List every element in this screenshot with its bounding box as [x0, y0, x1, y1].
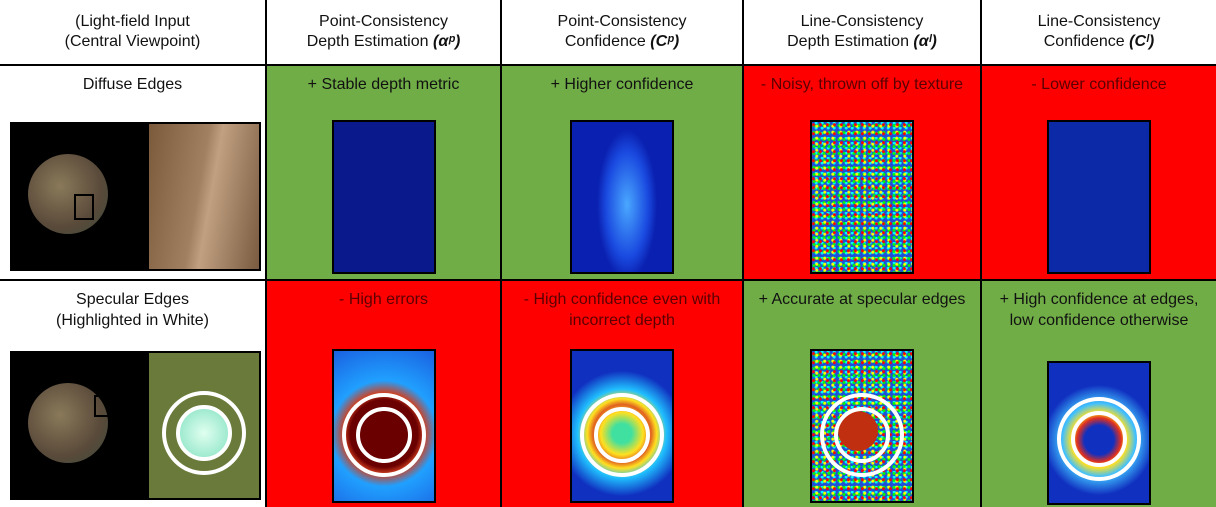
- header-line: Depth Estimation (αᵖ): [267, 32, 500, 52]
- row-label-cell: Specular Edges (Highlighted in White): [0, 281, 267, 507]
- note: - High errors: [339, 291, 428, 308]
- note: + Accurate at specular edges: [758, 291, 966, 308]
- header-text: Depth Estimation: [787, 33, 909, 50]
- crop-box: [74, 194, 94, 220]
- note: + Higher confidence: [550, 76, 694, 93]
- ring: [834, 407, 890, 463]
- label-line: Specular Edges: [76, 291, 189, 308]
- row-label-cell: Diffuse Edges: [0, 66, 267, 281]
- sphere-image: [10, 351, 147, 500]
- label-line: Diffuse Edges: [82, 76, 183, 93]
- ring: [162, 391, 246, 475]
- row-label: Specular Edges (Highlighted in White): [0, 289, 265, 331]
- ring: [1071, 411, 1127, 467]
- header-line: Line-Consistency: [1037, 13, 1161, 30]
- ring: [341, 393, 426, 477]
- result-cell: - Noisy, thrown off by texture: [744, 66, 982, 281]
- header-cell: (Light-field Input (Central Viewpoint): [0, 0, 267, 66]
- confidence-map: [1047, 361, 1151, 505]
- note: + High confidence at edges, low confiden…: [999, 291, 1199, 329]
- header-symbol: (αᵖ): [432, 33, 461, 50]
- crop-image: [147, 351, 261, 500]
- depth-map: [810, 120, 914, 274]
- note: - Lower confidence: [1031, 76, 1167, 93]
- header-line: Confidence (Cˡ): [982, 32, 1216, 52]
- result-cell: - High confidence even with incorrect de…: [502, 281, 744, 507]
- crop-box: [94, 395, 112, 417]
- header-cell: Point-Consistency Depth Estimation (αᵖ): [267, 0, 502, 66]
- confidence-map: [570, 120, 674, 274]
- result-cell: + Stable depth metric: [267, 66, 502, 281]
- header-text: Depth Estimation: [306, 33, 429, 50]
- result-cell: - High errors: [267, 281, 502, 507]
- depth-map: [331, 120, 436, 274]
- label-line: (Highlighted in White): [56, 312, 209, 329]
- sphere: [28, 154, 108, 234]
- header-cell: Line-Consistency Depth Estimation (αˡ): [744, 0, 982, 66]
- header-cell: Line-Consistency Confidence (Cˡ): [982, 0, 1216, 66]
- header-symbol: (αˡ): [913, 33, 937, 50]
- result-cell: - Lower confidence: [982, 66, 1216, 281]
- confidence-map: [570, 349, 674, 503]
- depth-map: [810, 349, 914, 503]
- header-line: Point-Consistency: [319, 13, 448, 30]
- ring: [1057, 397, 1141, 481]
- depth-map: [331, 349, 436, 503]
- header-line: Line-Consistency: [800, 13, 924, 30]
- result-cell: + Higher confidence: [502, 66, 744, 281]
- header-text: Confidence: [1043, 33, 1125, 50]
- header-line: Depth Estimation (αˡ): [744, 32, 980, 52]
- note: - High confidence even with incorrect de…: [523, 291, 721, 329]
- result-cell: + Accurate at specular edges: [744, 281, 982, 507]
- note: - Noisy, thrown off by texture: [760, 76, 964, 93]
- confidence-map: [1047, 120, 1151, 274]
- ring: [820, 393, 904, 477]
- note: + Stable depth metric: [307, 76, 460, 93]
- header-symbol: (Cˡ): [1129, 33, 1155, 50]
- crop-image: [147, 122, 261, 271]
- header-line: (Central Viewpoint): [64, 33, 201, 50]
- ring: [594, 407, 650, 463]
- row-label: Diffuse Edges: [0, 74, 265, 95]
- header-line: (Light-field Input: [75, 13, 190, 30]
- header-line: Confidence (Cᵖ): [502, 32, 742, 52]
- header-cell: Point-Consistency Confidence (Cᵖ): [502, 0, 744, 66]
- header-symbol: (Cᵖ): [650, 33, 680, 50]
- result-cell: + High confidence at edges, low confiden…: [982, 281, 1216, 507]
- sphere-image: [10, 122, 147, 271]
- header-text: Confidence: [564, 33, 646, 50]
- ring: [355, 407, 412, 463]
- header-line: Point-Consistency: [557, 13, 687, 30]
- ring: [580, 393, 664, 477]
- ring: [176, 405, 232, 461]
